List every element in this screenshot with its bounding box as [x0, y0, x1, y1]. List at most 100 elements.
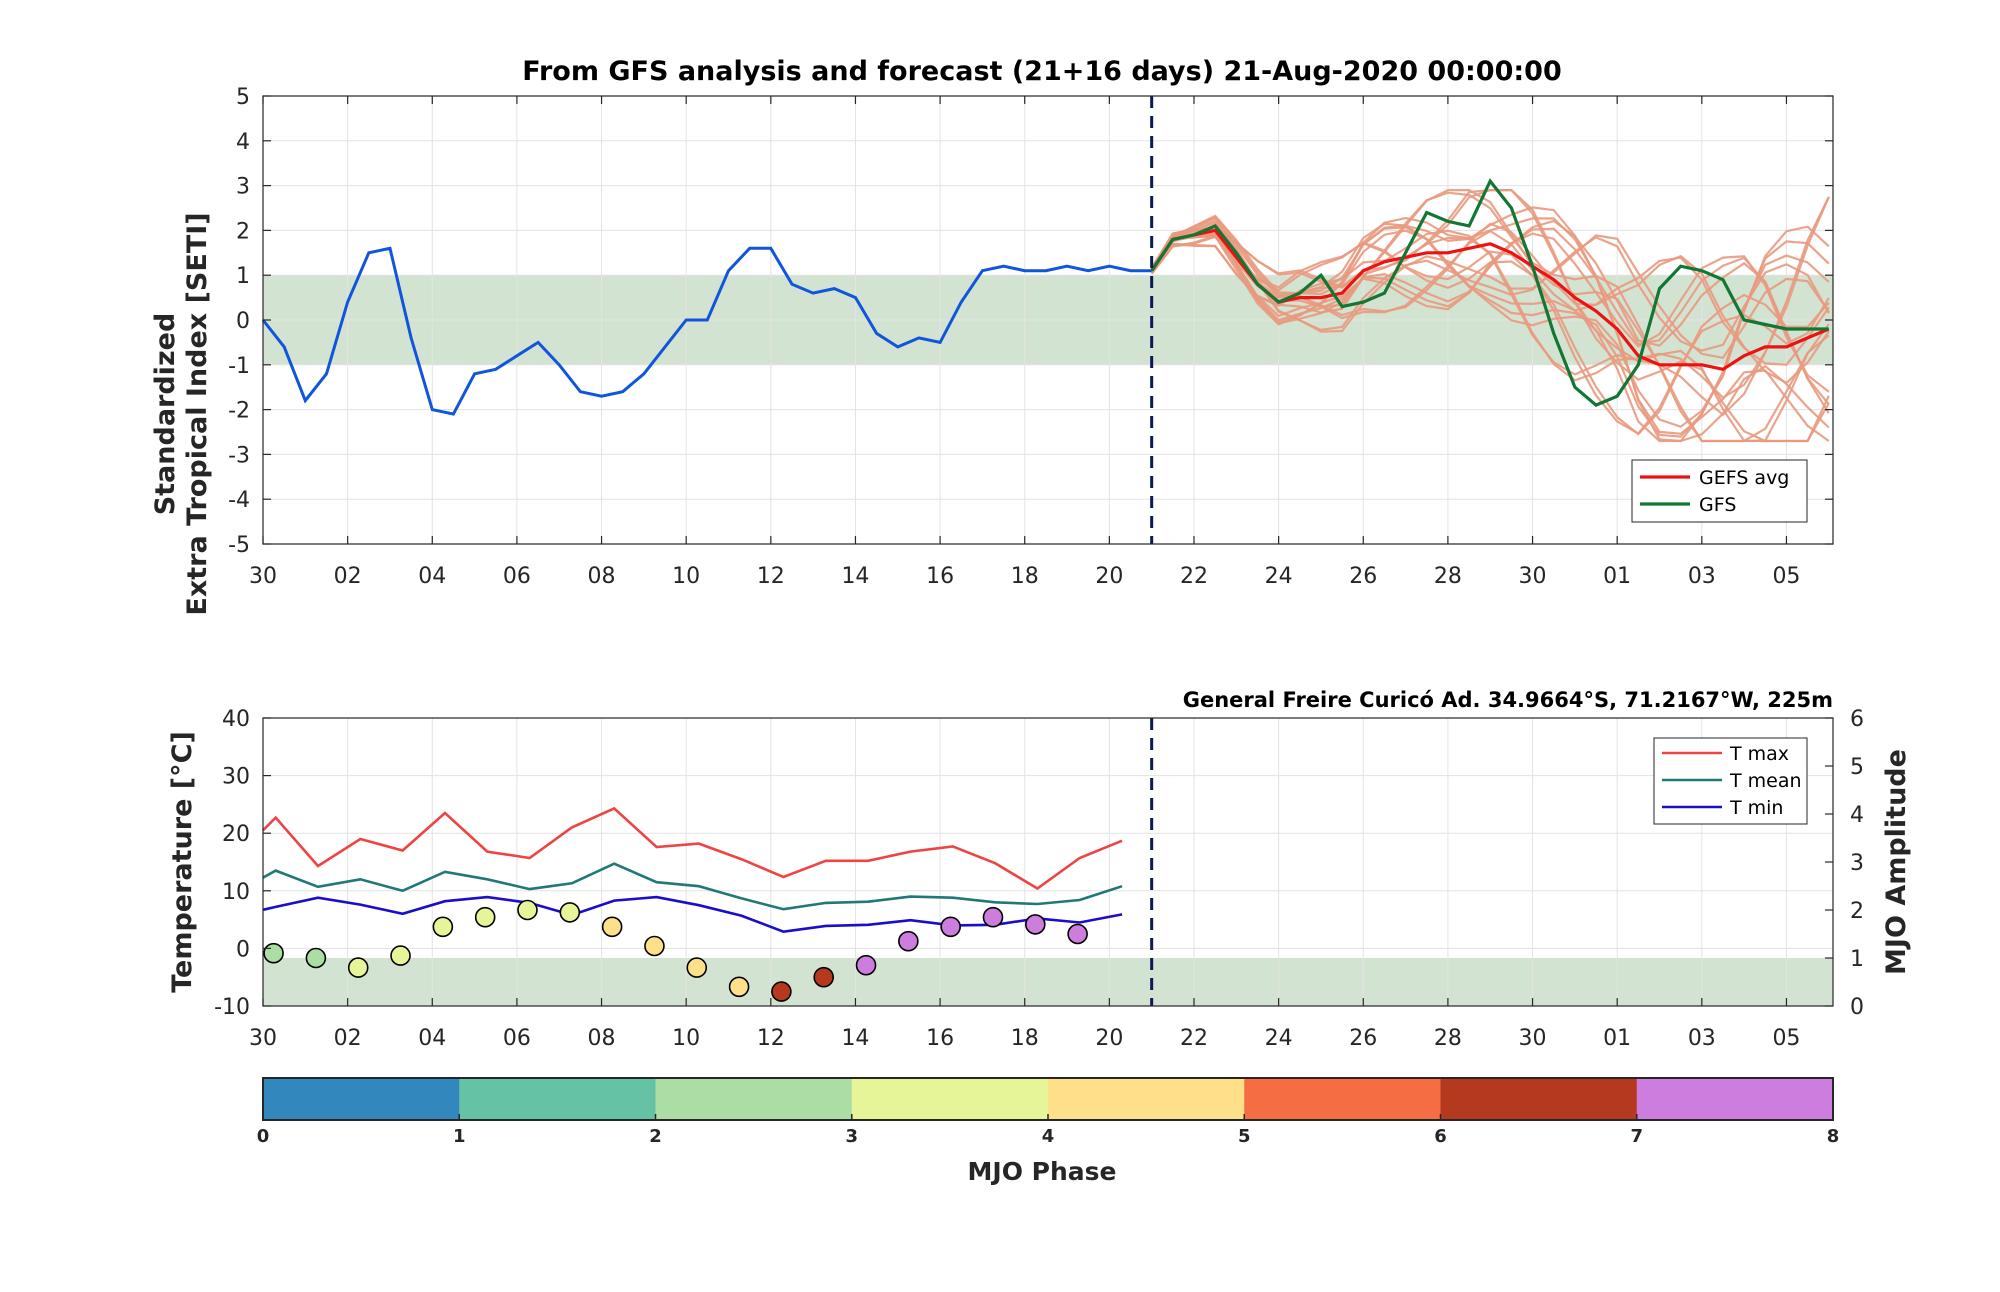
y-right-tick-label: 0 — [1850, 995, 1864, 1020]
x-tick-label: 18 — [1011, 1026, 1039, 1051]
x-tick-label: 24 — [1265, 1026, 1293, 1051]
x-tick-label: 14 — [841, 1026, 869, 1051]
mjo-point — [1067, 923, 1088, 945]
mjo-point — [686, 957, 708, 978]
x-tick-label: 01 — [1603, 564, 1631, 589]
x-tick-label: 20 — [1095, 564, 1123, 589]
seti-ylabel-line1: Standardized — [150, 313, 181, 516]
temperature-ticks: 30 02 04 06 08 10 12 14 16 18 20 22 24 26 28 30 01 03 05-1… — [214, 707, 1864, 1051]
mjo-point — [940, 916, 961, 938]
mjo-point — [644, 935, 665, 957]
x-tick-label: 02 — [334, 564, 362, 589]
x-tick-label: 22 — [1180, 1026, 1208, 1051]
legend-label-gfs: GFS — [1699, 494, 1736, 516]
mjo-point — [982, 906, 1004, 928]
x-tick-label: 04 — [418, 1026, 446, 1051]
mjo-point — [347, 957, 369, 978]
colorbar-cell — [1244, 1078, 1441, 1120]
x-tick-label: 26 — [1349, 1026, 1377, 1051]
temperature-panel: 30 02 04 06 08 10 12 14 16 18 20 22 24 26 28 30 01 03 05-1… — [167, 688, 1912, 1051]
colorbar-cell — [1440, 1078, 1638, 1120]
gfs-line — [1150, 178, 1829, 407]
x-tick-label: 20 — [1095, 1026, 1123, 1051]
x-tick-label: 10 — [672, 1026, 700, 1051]
x-tick-label: 04 — [418, 564, 446, 589]
x-tick-label: 05 — [1772, 1026, 1800, 1051]
mjo-point — [1025, 914, 1046, 935]
y-tick-label: 3 — [236, 175, 250, 200]
mjo-point — [305, 947, 327, 969]
colorbar-ticks: 0 1 2 3 4 5 6 7 8 — [257, 1114, 1839, 1147]
y-right-tick-label: 6 — [1850, 707, 1864, 732]
gefs-member-line — [1150, 226, 1830, 436]
mjo-amplitude-band — [263, 958, 1833, 1006]
x-tick-label: 02 — [334, 1026, 362, 1051]
mjo-point — [517, 899, 538, 921]
x-tick-label: 30 — [249, 564, 277, 589]
gefs-member-line — [1150, 214, 1830, 428]
y-right-tick-label: 1 — [1850, 947, 1864, 972]
x-tick-label: 01 — [1603, 1026, 1631, 1051]
mjo-point — [728, 976, 750, 998]
x-tick-label: 03 — [1688, 564, 1716, 589]
gefs-member-line — [1150, 228, 1830, 435]
y-right-tick-label: 3 — [1850, 851, 1864, 876]
mjo-point — [855, 954, 877, 976]
x-tick-label: 06 — [503, 1026, 531, 1051]
x-tick-label: 28 — [1434, 564, 1462, 589]
mjo-phase-colorbar: 0 1 2 3 4 5 6 7 8 MJO Phase — [257, 1077, 1839, 1186]
x-tick-label: 24 — [1265, 564, 1293, 589]
seti-panel: 30 02 04 06 08 10 12 14 16 18 20 22 24 26 28 30 01 03 05-5… — [150, 56, 1834, 616]
y-right-tick-label: 4 — [1850, 803, 1864, 828]
colorbar-tick-label: 2 — [649, 1126, 662, 1147]
x-tick-label: 12 — [757, 1026, 785, 1051]
colorbar-tick-label: 3 — [845, 1126, 858, 1147]
gefs-member-line — [1150, 219, 1830, 414]
y-tick-label: -10 — [214, 995, 250, 1020]
seti-observed-line — [261, 246, 1152, 416]
x-tick-label: 06 — [503, 564, 531, 589]
legend-label-gefs-avg: GEFS avg — [1699, 467, 1789, 489]
temperature-legend: T max T mean T min — [1653, 737, 1808, 825]
x-tick-label: 26 — [1349, 564, 1377, 589]
y-right-tick-label: 5 — [1850, 755, 1864, 780]
y-tick-label: 20 — [222, 822, 250, 847]
y-tick-label: 40 — [222, 707, 250, 732]
y-tick-label: 2 — [236, 219, 250, 244]
y-tick-label: 1 — [236, 264, 250, 289]
gefs-member-line — [1150, 196, 1830, 399]
colorbar-tick-label: 6 — [1434, 1126, 1447, 1147]
y-tick-label: 0 — [236, 937, 250, 962]
x-tick-label: 10 — [672, 564, 700, 589]
chart-title: From GFS analysis and forecast (21+16 da… — [522, 56, 1562, 87]
colorbar-cell — [655, 1078, 853, 1120]
mjo-point — [601, 916, 623, 938]
y-tick-label: -4 — [228, 488, 250, 513]
mjo-points — [263, 899, 1088, 1002]
y-tick-label: 10 — [222, 880, 250, 905]
seti-grid — [262, 95, 1833, 545]
gefs-members — [1150, 189, 1830, 443]
y-tick-label: -2 — [228, 399, 250, 424]
mjo-point — [898, 930, 919, 952]
mjo-point — [771, 981, 792, 1002]
tmax-line — [262, 806, 1123, 891]
y-tick-label: 5 — [236, 85, 250, 110]
colorbar-tick-label: 4 — [1042, 1126, 1055, 1147]
x-tick-label: 03 — [1688, 1026, 1716, 1051]
mjo-point — [263, 942, 284, 964]
y-tick-label: -5 — [228, 533, 250, 558]
temperature-ylabel: Temperature [°C] — [167, 731, 198, 993]
mjo-amplitude-ylabel: MJO Amplitude — [1881, 749, 1912, 975]
x-tick-label: 12 — [757, 564, 785, 589]
y-tick-label: 30 — [222, 765, 250, 790]
x-tick-label: 14 — [841, 564, 869, 589]
colorbar-tick-label: 1 — [453, 1126, 466, 1147]
x-tick-label: 30 — [249, 1026, 277, 1051]
colorbar-tick-label: 0 — [257, 1126, 270, 1147]
x-tick-label: 18 — [1011, 564, 1039, 589]
x-tick-label: 28 — [1434, 1026, 1462, 1051]
x-tick-label: 30 — [1519, 564, 1547, 589]
y-tick-label: 0 — [236, 309, 250, 334]
